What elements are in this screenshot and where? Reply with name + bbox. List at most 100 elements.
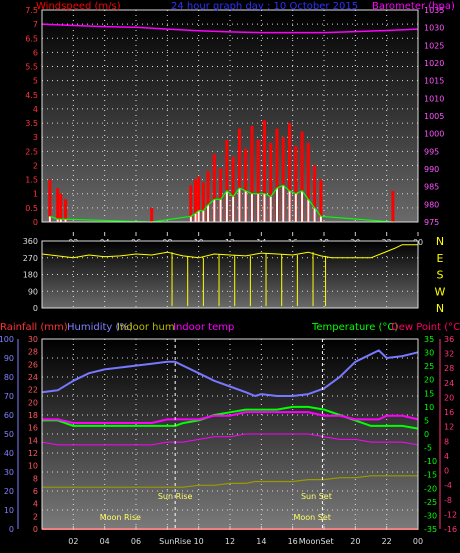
gust-bar — [237, 128, 241, 222]
gust-bar — [250, 125, 254, 222]
gust-bar — [201, 182, 205, 222]
gust-bar — [212, 154, 216, 222]
windspeed-tick: 0 — [33, 218, 38, 227]
average-bar — [244, 190, 247, 222]
indoor-temp-line — [41, 433, 419, 446]
humidity-tick: 90 — [4, 354, 14, 363]
windspeed-tick: 7 — [33, 20, 38, 29]
rainfall-tick: 8 — [33, 474, 38, 483]
direction-tick: 180 — [23, 271, 38, 280]
gust-bar — [294, 145, 298, 222]
temperature-line — [42, 405, 419, 430]
humidity-tick: 100 — [0, 335, 14, 344]
rainfall-tick: 12 — [28, 449, 38, 458]
temperature-tick: -25 — [424, 498, 437, 507]
rainfall-tick: 20 — [28, 398, 38, 407]
gust-bar — [56, 188, 60, 222]
direction-y-ticks: 0 90 180 270 360 — [23, 237, 38, 313]
average-bar — [288, 190, 291, 222]
x-tick-label: 06 — [131, 537, 141, 546]
gust-bar — [206, 171, 210, 222]
climate-y-ticks: 0102030405060708090100024681012141618202… — [0, 335, 457, 534]
dewpoint-line — [42, 411, 419, 424]
windspeed-tick: 3 — [33, 133, 38, 142]
moon-set-label: Moon Set — [293, 513, 330, 522]
dewpoint-tick: 36 — [444, 335, 454, 344]
windspeed-tick: 1.5 — [25, 176, 38, 185]
humidity-tick: 40 — [4, 449, 14, 458]
rainfall-tick: 22 — [28, 386, 38, 395]
gust-bar — [319, 179, 323, 222]
humidity-tick: 80 — [4, 373, 14, 382]
barometer-tick: 1010 — [424, 94, 444, 103]
compass-label: E — [437, 252, 444, 265]
rainfall-tick: 30 — [28, 335, 38, 344]
dewpoint-tick: 0 — [444, 467, 449, 476]
wind-bars — [48, 120, 395, 222]
barometer-tick: 1020 — [424, 59, 444, 68]
average-bar — [56, 219, 59, 222]
average-bar — [197, 210, 200, 222]
average-bar — [313, 207, 316, 222]
moon-rise-label: Moon Rise — [100, 513, 141, 522]
average-bar — [238, 188, 241, 222]
gust-bar — [275, 128, 279, 222]
gust-bar — [197, 176, 201, 222]
rainfall-tick: 26 — [28, 360, 38, 369]
dewpoint-tick: 32 — [444, 350, 454, 359]
temperature-tick: -10 — [424, 457, 437, 466]
gust-bar — [150, 207, 154, 222]
barometer-tick: 990 — [424, 165, 439, 174]
temperature-tick: 25 — [424, 362, 434, 371]
gust-bar — [281, 137, 285, 222]
gust-bar — [219, 168, 223, 222]
direction-tick: 90 — [28, 287, 38, 296]
average-bar — [189, 216, 192, 222]
gust-bar — [313, 165, 317, 222]
rainfall-label: Rainfall (mm) — [0, 322, 68, 333]
average-bar — [307, 199, 310, 222]
gust-bar — [59, 193, 63, 222]
windspeed-title: Windspeed (m/s) — [36, 1, 121, 12]
windspeed-tick: 0.5 — [25, 204, 38, 213]
windspeed-tick: 5.5 — [25, 63, 38, 72]
windspeed-tick: 4 — [33, 105, 38, 114]
average-bar — [301, 190, 304, 222]
astro-annotations: Sun Rise Sun Set Moon Rise Moon Set SunRise M… — [100, 339, 334, 546]
sunrise-short-label: SunRise — [159, 537, 191, 546]
x-tick-label: 14 — [256, 537, 266, 546]
windspeed-tick: 2 — [33, 161, 38, 170]
rainfall-tick: 28 — [28, 348, 38, 357]
gust-bar — [262, 120, 266, 222]
dewpoint-tick: 16 — [444, 408, 454, 417]
gust-bar — [269, 142, 273, 222]
average-bar — [294, 193, 297, 222]
temperature-tick: -5 — [424, 444, 432, 453]
direction-lines — [41, 244, 418, 307]
average-bar — [225, 190, 228, 222]
gust-bar — [288, 123, 292, 222]
dewpoint-tick: 20 — [444, 393, 454, 402]
barometer-tick: 1030 — [424, 24, 444, 33]
windspeed-tick: 2.5 — [25, 147, 38, 156]
x-tick-label: 20 — [350, 537, 360, 546]
average-bar — [64, 219, 67, 222]
wind-frame — [41, 9, 419, 223]
gust-bar — [189, 185, 193, 222]
temperature-tick: 0 — [424, 430, 429, 439]
wind-grid — [42, 10, 419, 222]
barometer-tick: 980 — [424, 200, 439, 209]
average-bar — [282, 185, 285, 222]
rainfall-tick: 10 — [28, 462, 38, 471]
gust-bar — [300, 131, 304, 222]
chart-title: 24 hour graph day : 10 October 2015 — [171, 1, 358, 12]
rainfall-tick: 14 — [28, 436, 38, 445]
temperature-tick: -15 — [424, 471, 437, 480]
compass-label: N — [436, 302, 444, 315]
average-bar — [202, 210, 205, 222]
humidity-tick: 20 — [4, 487, 14, 496]
x-tick-label: 04 — [100, 537, 110, 546]
wind-direction-line — [41, 244, 418, 259]
